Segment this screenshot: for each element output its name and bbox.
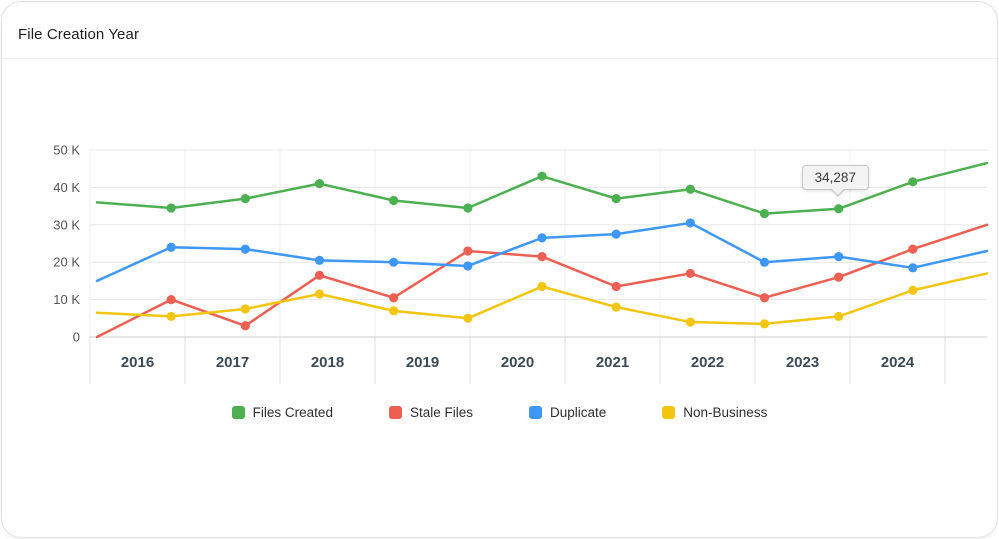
legend-swatch-icon [388,406,402,419]
data-point[interactable] [240,194,250,204]
data-point[interactable] [908,263,918,273]
data-point[interactable] [908,285,918,295]
data-point[interactable] [166,242,176,252]
data-point[interactable] [314,179,325,189]
data-point[interactable] [759,319,770,329]
data-point[interactable] [834,251,844,262]
line-chart[interactable]: 0 10 K 20 K 30 K 40 K 50 K 2016 2017 2018 2019 202… [2,69,998,389]
data-point[interactable] [537,171,547,181]
tooltip: 34,287 [801,164,869,197]
x-axis-year-label: 2017 [216,354,249,371]
data-point[interactable] [685,184,695,194]
chart-area: 0 10 K 20 K 30 K 40 K 50 K 2016 2017 2018 2019 202… [2,69,998,389]
x-axis-year-label: 2023 [786,354,819,371]
data-point[interactable] [537,251,547,262]
legend-label: Stale Files [409,405,473,420]
x-axis-year-label: 2018 [311,354,344,371]
legend-label: Duplicate [550,405,607,420]
data-point[interactable] [389,306,399,316]
data-point[interactable] [463,246,473,256]
data-point[interactable] [537,281,547,292]
data-point[interactable] [463,313,473,323]
card-header: File Creation Year [2,2,997,59]
x-axis-year-label: 2019 [406,354,439,371]
y-axis-tick-label: 0 [73,330,80,345]
legend-label: Non-Business [683,405,768,420]
legend-swatch-icon [231,406,245,419]
y-axis-tick-label: 50 K [53,143,80,158]
data-point[interactable] [611,281,621,292]
x-axis-year-label: 2016 [121,354,154,371]
tooltip-value: 34,287 [814,169,856,185]
data-point[interactable] [611,229,621,239]
data-point[interactable] [759,293,770,303]
data-point[interactable] [314,270,325,280]
legend-item-stale-files[interactable]: Stale Files [388,405,473,420]
legend-swatch-icon [662,406,676,419]
data-point[interactable] [463,261,473,271]
data-point[interactable] [685,317,695,327]
data-point[interactable] [685,218,695,228]
legend-item-non-business[interactable]: Non-Business [662,405,767,420]
data-point[interactable] [463,203,473,213]
data-point[interactable] [166,203,176,213]
x-axis-year-label: 2020 [501,354,534,371]
legend-swatch-icon [529,406,542,419]
legend-item-duplicate[interactable]: Duplicate [529,405,606,420]
chart-legend: Files Created Stale Files Duplicate Non-Bus… [2,405,997,420]
y-axis-tick-label: 20 K [53,255,80,270]
data-point[interactable] [834,311,844,322]
x-axis-year-label: 2021 [596,354,629,371]
page-title: File Creation Year [18,26,140,43]
data-point[interactable] [166,311,176,322]
data-point[interactable] [759,257,770,267]
data-point[interactable] [611,302,621,312]
data-point[interactable] [685,268,695,279]
data-point[interactable] [611,194,621,204]
data-point[interactable] [759,208,770,219]
data-point[interactable] [908,244,918,254]
legend-item-files-created[interactable]: Files Created [231,405,333,420]
data-point[interactable] [166,295,176,305]
y-axis-tick-label: 40 K [53,180,80,195]
legend-label: Files Created [252,405,333,420]
data-point[interactable] [908,177,918,187]
data-point[interactable] [537,233,547,243]
series-line-non-business [95,272,989,326]
data-point[interactable] [834,272,844,282]
data-point[interactable] [314,255,325,265]
data-point[interactable] [389,257,399,267]
data-point[interactable] [240,304,250,314]
data-point[interactable] [389,195,399,206]
data-point[interactable] [314,289,325,299]
data-point[interactable] [240,244,250,254]
y-axis-tick-label: 10 K [53,292,80,307]
data-point[interactable] [834,204,844,214]
data-point[interactable] [389,293,399,303]
data-point[interactable] [240,321,250,331]
x-axis-year-label: 2024 [881,354,915,371]
x-axis-year-label: 2022 [691,354,724,371]
y-axis-tick-label: 30 K [53,217,80,232]
